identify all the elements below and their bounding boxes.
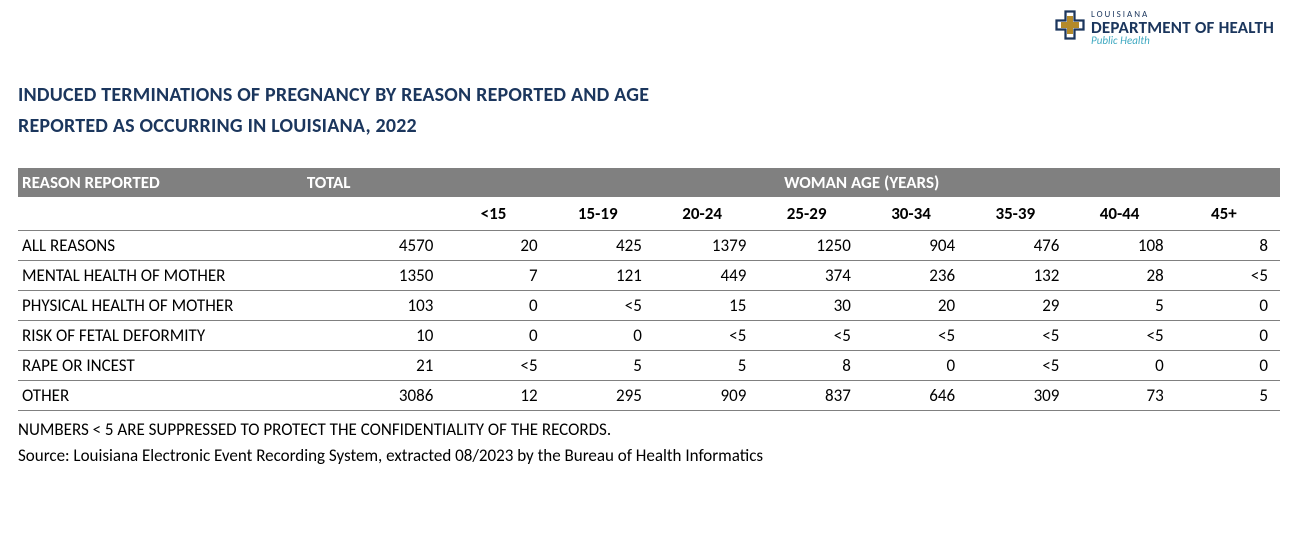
cell-value: 132 xyxy=(967,261,1071,291)
col-header-age-group: WOMAN AGE (YEARS) xyxy=(445,168,1280,197)
footnote-suppression: NUMBERS < 5 ARE SUPPRESSED TO PROTECT TH… xyxy=(18,417,1280,443)
cell-reason: PHYSICAL HEALTH OF MOTHER xyxy=(18,291,303,321)
col-header-total-blank xyxy=(303,197,446,231)
cell-value: 5 xyxy=(550,351,654,381)
table-body: ALL REASONS457020425137912509044761088ME… xyxy=(18,231,1280,411)
cell-value: 5 xyxy=(1071,291,1175,321)
cell-value: 236 xyxy=(863,261,967,291)
col-header-reason: REASON REPORTED xyxy=(18,168,303,197)
cell-reason: RISK OF FETAL DEFORMITY xyxy=(18,321,303,351)
cell-value: 8 xyxy=(758,351,863,381)
report-title: INDUCED TERMINATIONS OF PREGNANCY BY REA… xyxy=(18,80,1280,142)
table-row: OTHER308612295909837646309735 xyxy=(18,381,1280,411)
col-header-age-6: 40-44 xyxy=(1071,197,1175,231)
col-header-age-5: 35-39 xyxy=(967,197,1071,231)
cell-value: <5 xyxy=(550,291,654,321)
cell-value: <5 xyxy=(1176,261,1280,291)
cell-value: 909 xyxy=(654,381,759,411)
col-header-age-3: 25-29 xyxy=(758,197,863,231)
cell-value: 904 xyxy=(863,231,967,261)
cell-value: 295 xyxy=(550,381,654,411)
table-row: ALL REASONS457020425137912509044761088 xyxy=(18,231,1280,261)
cell-value: 8 xyxy=(1176,231,1280,261)
cell-value: <5 xyxy=(654,321,759,351)
cell-reason: RAPE OR INCEST xyxy=(18,351,303,381)
cell-total: 21 xyxy=(303,351,446,381)
cell-value: 121 xyxy=(550,261,654,291)
cell-value: 646 xyxy=(863,381,967,411)
cell-value: 73 xyxy=(1071,381,1175,411)
logo-plus-icon xyxy=(1055,10,1085,40)
cell-value: 837 xyxy=(758,381,863,411)
cell-value: 0 xyxy=(1176,291,1280,321)
page-root: LOUISIANA DEPARTMENT OF HEALTH Public He… xyxy=(0,0,1298,539)
cell-total: 3086 xyxy=(303,381,446,411)
cell-value: 0 xyxy=(1176,351,1280,381)
col-header-age-1: 15-19 xyxy=(550,197,654,231)
cell-value: 20 xyxy=(445,231,549,261)
report-title-line2: REPORTED AS OCCURRING IN LOUISIANA, 2022 xyxy=(18,111,1280,142)
cell-value: 5 xyxy=(1176,381,1280,411)
cell-value: 5 xyxy=(654,351,759,381)
table-header: REASON REPORTED TOTAL WOMAN AGE (YEARS) … xyxy=(18,168,1280,231)
cell-value: <5 xyxy=(445,351,549,381)
cell-value: 0 xyxy=(1071,351,1175,381)
cell-value: 1379 xyxy=(654,231,759,261)
cell-value: <5 xyxy=(863,321,967,351)
cell-total: 10 xyxy=(303,321,446,351)
table-header-row-1: REASON REPORTED TOTAL WOMAN AGE (YEARS) xyxy=(18,168,1280,197)
cell-value: 425 xyxy=(550,231,654,261)
cell-value: 449 xyxy=(654,261,759,291)
col-header-age-2: 20-24 xyxy=(654,197,759,231)
cell-value: 7 xyxy=(445,261,549,291)
col-header-age-4: 30-34 xyxy=(863,197,967,231)
cell-value: <5 xyxy=(1071,321,1175,351)
col-header-total: TOTAL xyxy=(303,168,446,197)
report-title-line1: INDUCED TERMINATIONS OF PREGNANCY BY REA… xyxy=(18,80,1280,111)
table-header-row-2: <15 15-19 20-24 25-29 30-34 35-39 40-44 … xyxy=(18,197,1280,231)
cell-total: 103 xyxy=(303,291,446,321)
footnotes: NUMBERS < 5 ARE SUPPRESSED TO PROTECT TH… xyxy=(18,417,1280,470)
cell-reason: ALL REASONS xyxy=(18,231,303,261)
cell-value: 15 xyxy=(654,291,759,321)
cell-value: 476 xyxy=(967,231,1071,261)
agency-logo: LOUISIANA DEPARTMENT OF HEALTH Public He… xyxy=(1055,10,1274,47)
cell-value: 28 xyxy=(1071,261,1175,291)
logo-text-block: LOUISIANA DEPARTMENT OF HEALTH Public He… xyxy=(1091,10,1274,47)
cell-reason: MENTAL HEALTH OF MOTHER xyxy=(18,261,303,291)
col-header-reason-blank xyxy=(18,197,303,231)
cell-value: <5 xyxy=(758,321,863,351)
col-header-age-0: <15 xyxy=(445,197,549,231)
cell-reason: OTHER xyxy=(18,381,303,411)
col-header-age-7: 45+ xyxy=(1176,197,1280,231)
cell-total: 1350 xyxy=(303,261,446,291)
cell-value: 0 xyxy=(1176,321,1280,351)
cell-value: 0 xyxy=(550,321,654,351)
table-row: PHYSICAL HEALTH OF MOTHER1030<5153020295… xyxy=(18,291,1280,321)
cell-value: <5 xyxy=(967,321,1071,351)
table-row: RAPE OR INCEST21<55580<500 xyxy=(18,351,1280,381)
cell-value: 12 xyxy=(445,381,549,411)
cell-value: 30 xyxy=(758,291,863,321)
cell-value: 0 xyxy=(863,351,967,381)
cell-value: 1250 xyxy=(758,231,863,261)
cell-value: 309 xyxy=(967,381,1071,411)
cell-value: 20 xyxy=(863,291,967,321)
cell-total: 4570 xyxy=(303,231,446,261)
table-row: RISK OF FETAL DEFORMITY1000<5<5<5<5<50 xyxy=(18,321,1280,351)
cell-value: 0 xyxy=(445,291,549,321)
cell-value: 0 xyxy=(445,321,549,351)
table-row: MENTAL HEALTH OF MOTHER13507121449374236… xyxy=(18,261,1280,291)
cell-value: 29 xyxy=(967,291,1071,321)
cell-value: 108 xyxy=(1071,231,1175,261)
cell-value: 374 xyxy=(758,261,863,291)
data-table: REASON REPORTED TOTAL WOMAN AGE (YEARS) … xyxy=(18,168,1280,411)
cell-value: <5 xyxy=(967,351,1071,381)
footnote-source: Source: Louisiana Electronic Event Recor… xyxy=(18,443,1280,469)
